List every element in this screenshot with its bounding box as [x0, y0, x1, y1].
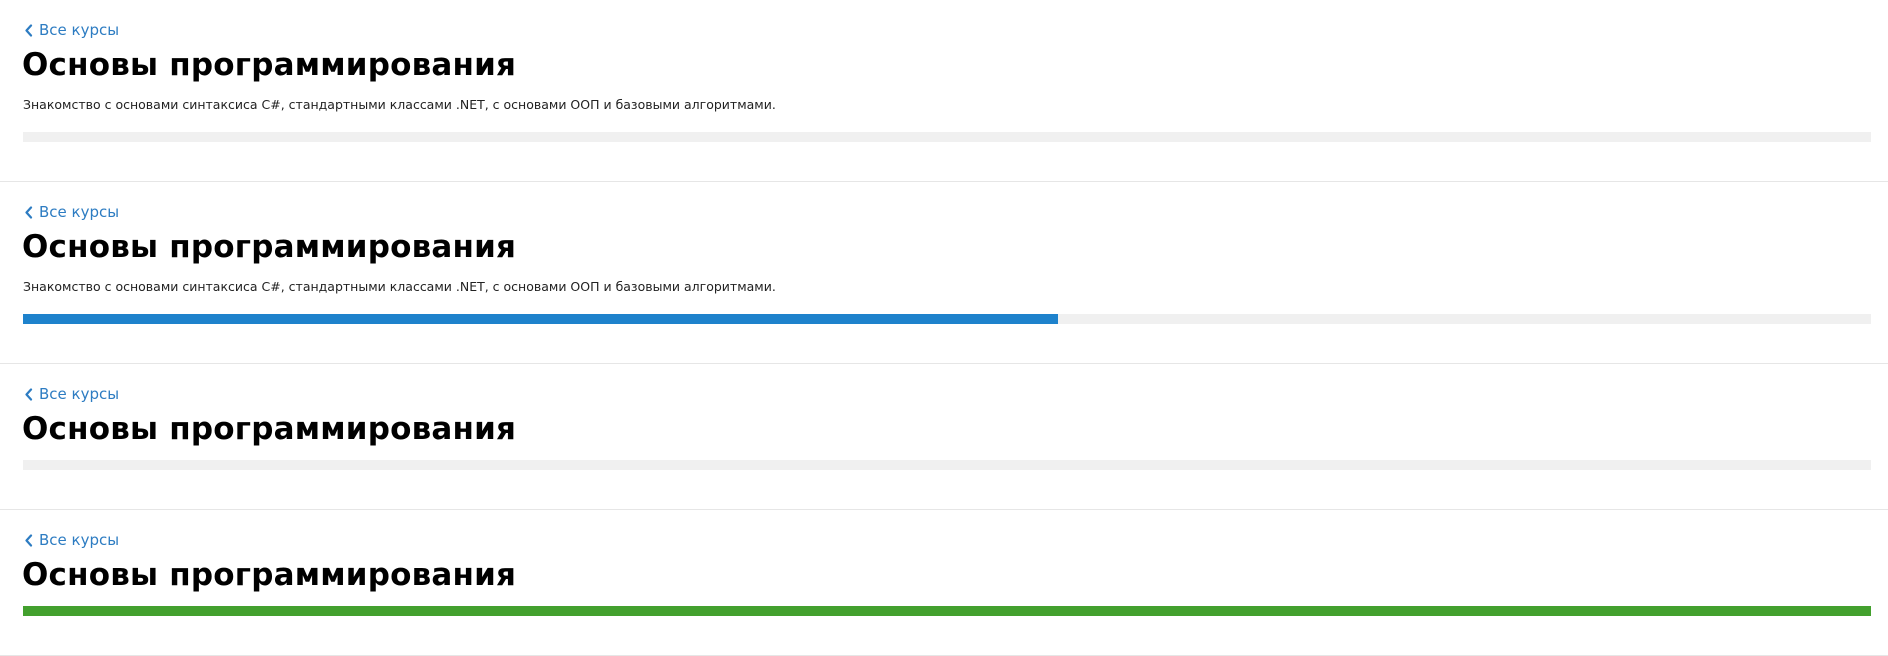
course-header-1: Все курсы Основы программирования Знаком…	[0, 0, 1888, 182]
course-header-3: Все курсы Основы программирования	[0, 364, 1888, 510]
course-description: Знакомство с основами синтаксиса C#, ста…	[23, 279, 776, 294]
course-title: Основы программирования	[22, 411, 517, 447]
all-courses-label: Все курсы	[39, 385, 120, 403]
all-courses-link[interactable]: Все курсы	[23, 203, 119, 221]
course-title: Основы программирования	[22, 47, 517, 83]
course-progress-bar	[23, 132, 1871, 142]
all-courses-link[interactable]: Все курсы	[23, 531, 119, 549]
all-courses-label: Все курсы	[39, 21, 120, 39]
chevron-left-icon	[23, 387, 33, 401]
course-header-4: Все курсы Основы программирования	[0, 510, 1888, 656]
chevron-left-icon	[23, 23, 33, 37]
course-description: Знакомство с основами синтаксиса C#, ста…	[23, 97, 776, 112]
chevron-left-icon	[23, 205, 33, 219]
course-progress-bar	[23, 314, 1871, 324]
course-progress-fill	[23, 314, 1058, 324]
course-progress-fill	[23, 606, 1871, 616]
course-title: Основы программирования	[22, 229, 517, 265]
course-header-2: Все курсы Основы программирования Знаком…	[0, 182, 1888, 364]
all-courses-label: Все курсы	[39, 203, 120, 221]
course-progress-bar	[23, 606, 1871, 616]
course-progress-bar	[23, 460, 1871, 470]
course-title: Основы программирования	[22, 557, 517, 593]
all-courses-link[interactable]: Все курсы	[23, 385, 119, 403]
chevron-left-icon	[23, 533, 33, 547]
all-courses-link[interactable]: Все курсы	[23, 21, 119, 39]
all-courses-label: Все курсы	[39, 531, 120, 549]
